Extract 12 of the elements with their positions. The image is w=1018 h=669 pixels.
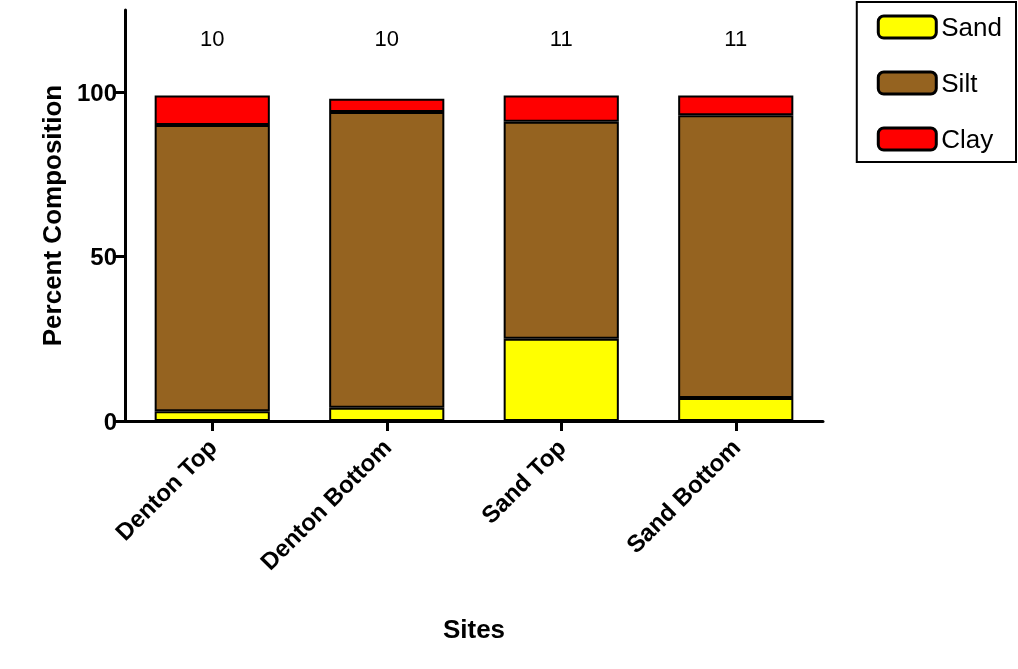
legend-label: Sand xyxy=(941,12,1003,42)
annotation: 10 xyxy=(200,25,225,51)
y-tick-label: 0 xyxy=(103,407,117,435)
y-tick-label: 100 xyxy=(76,78,117,106)
annotation: 11 xyxy=(549,25,573,51)
y-tick-label: 50 xyxy=(90,243,117,271)
legend-label: Silt xyxy=(941,68,979,98)
x-axis-title: Sites xyxy=(442,614,506,644)
annotation: 10 xyxy=(374,25,399,51)
legend-label: Clay xyxy=(941,124,994,154)
y-axis-title: Percent Composition xyxy=(37,84,67,347)
annotation: 11 xyxy=(724,25,748,51)
